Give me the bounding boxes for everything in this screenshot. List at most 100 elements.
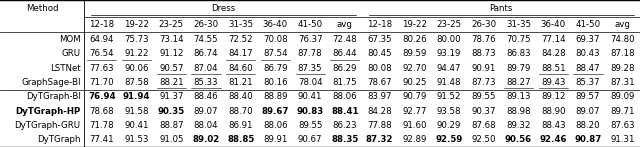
Text: 84.60: 84.60 [228,64,253,73]
Text: 84.28: 84.28 [541,49,566,58]
Text: 88.21: 88.21 [159,78,184,87]
Text: 88.20: 88.20 [575,121,600,130]
Text: 77.88: 77.88 [367,121,392,130]
Text: 94.47: 94.47 [436,64,461,73]
Text: GRU: GRU [61,49,81,58]
Text: 80.00: 80.00 [436,35,461,44]
Text: 89.79: 89.79 [506,64,531,73]
Text: 76.37: 76.37 [298,35,323,44]
Text: 75.73: 75.73 [124,35,149,44]
Text: 70.08: 70.08 [263,35,288,44]
Text: 89.09: 89.09 [611,92,635,101]
Text: 86.74: 86.74 [194,49,218,58]
Text: 89.59: 89.59 [402,49,426,58]
Text: 91.58: 91.58 [124,107,149,116]
Text: 90.57: 90.57 [159,64,184,73]
Text: 88.73: 88.73 [472,49,496,58]
Text: 41-50: 41-50 [298,20,323,29]
Text: 90.25: 90.25 [402,78,427,87]
Text: 88.89: 88.89 [263,92,288,101]
Text: 91.60: 91.60 [402,121,427,130]
Text: 78.04: 78.04 [298,78,323,87]
Text: 72.52: 72.52 [228,35,253,44]
Text: 71.70: 71.70 [90,78,114,87]
Text: 88.70: 88.70 [228,107,253,116]
Text: 89.71: 89.71 [611,107,635,116]
Text: 92.89: 92.89 [402,135,426,144]
Text: 31-35: 31-35 [506,20,531,29]
Text: 80.43: 80.43 [575,49,600,58]
Text: 74.55: 74.55 [194,35,218,44]
Text: 74.80: 74.80 [611,35,635,44]
Text: 89.55: 89.55 [298,121,323,130]
Text: 87.35: 87.35 [298,64,323,73]
Text: 93.58: 93.58 [436,107,461,116]
Text: 12-18: 12-18 [367,20,392,29]
Text: 85.37: 85.37 [575,78,600,87]
Text: 89.32: 89.32 [506,121,531,130]
Text: 88.06: 88.06 [333,92,357,101]
Text: 89.28: 89.28 [611,64,635,73]
Text: 89.13: 89.13 [506,92,531,101]
Text: 26-30: 26-30 [193,20,219,29]
Text: 84.28: 84.28 [367,107,392,116]
Text: 90.83: 90.83 [296,107,324,116]
Text: 86.91: 86.91 [228,121,253,130]
Text: 88.47: 88.47 [575,64,600,73]
Text: 71.78: 71.78 [90,121,114,130]
Text: 78.67: 78.67 [367,78,392,87]
Text: 70.75: 70.75 [506,35,531,44]
Text: 88.40: 88.40 [228,92,253,101]
Text: 91.94: 91.94 [123,92,150,101]
Text: 23-25: 23-25 [159,20,184,29]
Text: 19-22: 19-22 [402,20,427,29]
Text: 86.44: 86.44 [333,49,357,58]
Text: 90.79: 90.79 [402,92,426,101]
Text: 80.26: 80.26 [402,35,427,44]
Text: 69.37: 69.37 [575,35,600,44]
Text: 90.35: 90.35 [157,107,185,116]
Text: 77.41: 77.41 [90,135,114,144]
Text: 36-40: 36-40 [541,20,566,29]
Text: 91.48: 91.48 [436,78,461,87]
Text: 81.75: 81.75 [333,78,357,87]
Text: 31-35: 31-35 [228,20,253,29]
Text: 84.17: 84.17 [228,49,253,58]
Text: 92.46: 92.46 [540,135,567,144]
Text: 91.52: 91.52 [436,92,461,101]
Text: 77.14: 77.14 [541,35,566,44]
Text: DyTGraph-HP: DyTGraph-HP [15,107,81,116]
Text: 90.87: 90.87 [574,135,602,144]
Text: 90.56: 90.56 [505,135,532,144]
Text: 90.91: 90.91 [472,64,496,73]
Text: 73.14: 73.14 [159,35,184,44]
Text: 87.54: 87.54 [263,49,288,58]
Text: 87.63: 87.63 [611,121,635,130]
Text: 76.54: 76.54 [90,49,114,58]
Text: 88.43: 88.43 [541,121,566,130]
Text: 87.31: 87.31 [611,78,635,87]
Text: 88.87: 88.87 [159,121,184,130]
Text: 87.58: 87.58 [124,78,149,87]
Text: 87.04: 87.04 [194,64,218,73]
Text: 19-22: 19-22 [124,20,149,29]
Text: 81.21: 81.21 [228,78,253,87]
Text: 90.41: 90.41 [298,92,323,101]
Text: 80.45: 80.45 [367,49,392,58]
Text: avg: avg [337,20,353,29]
Text: 92.50: 92.50 [472,135,496,144]
Text: 90.67: 90.67 [298,135,323,144]
Text: 26-30: 26-30 [471,20,497,29]
Text: 76.94: 76.94 [88,92,116,101]
Text: 90.41: 90.41 [124,121,149,130]
Text: 86.23: 86.23 [333,121,357,130]
Text: 64.94: 64.94 [90,35,114,44]
Text: 89.91: 89.91 [263,135,287,144]
Text: 92.70: 92.70 [402,64,427,73]
Text: avg: avg [614,20,630,29]
Text: 89.67: 89.67 [262,107,289,116]
Text: 90.06: 90.06 [124,64,149,73]
Text: Dress: Dress [211,4,236,13]
Text: 88.51: 88.51 [541,64,566,73]
Text: 91.31: 91.31 [611,135,635,144]
